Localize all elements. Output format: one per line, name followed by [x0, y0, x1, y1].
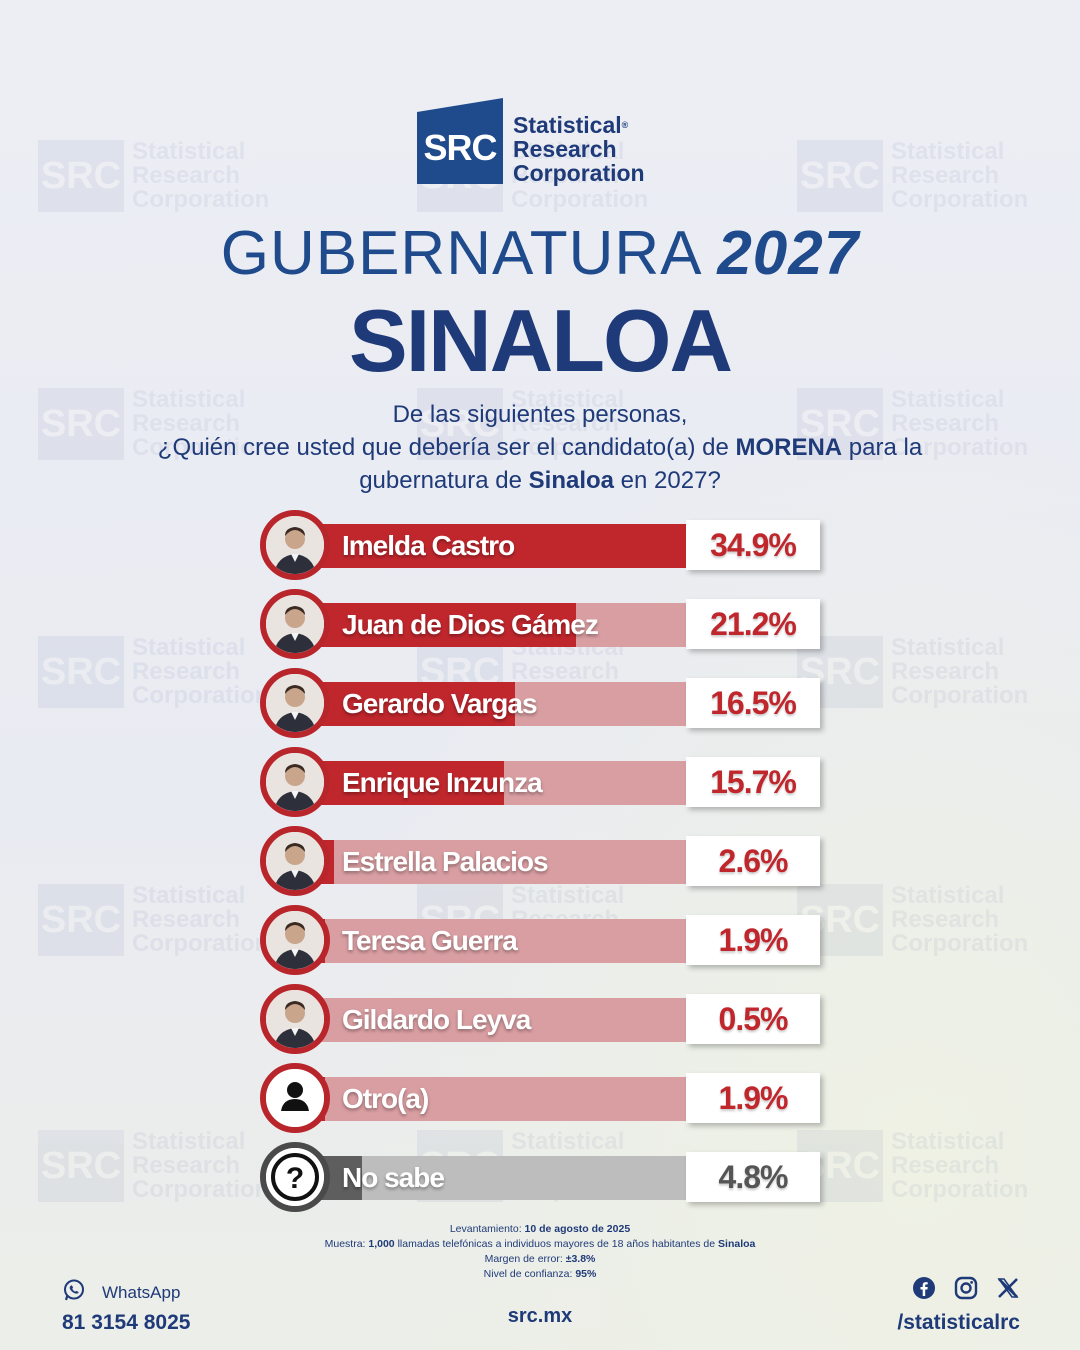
- methodology-note: Levantamiento: 10 de agosto de 2025 Mues…: [0, 1222, 1080, 1282]
- margin-of-error: Margen de error: ±3.8%: [484, 1253, 596, 1265]
- src-logo: SRC Statistical® Research Corporation: [417, 98, 667, 186]
- social-links: /statisticalrc: [897, 1276, 1020, 1335]
- bar-value-label: 34.9%: [710, 527, 797, 563]
- bar-fill: [300, 524, 754, 568]
- value-box: [686, 915, 820, 965]
- state-name: Sinaloa: [528, 467, 615, 494]
- bar-value-label: 16.5%: [710, 685, 797, 721]
- logo-line-1: Statistical: [513, 112, 622, 138]
- bar-value-label: 1.9%: [718, 922, 789, 958]
- logo-line-3: Corporation: [513, 160, 645, 186]
- question-line-3: gubernatura de Sinaloa en 2027?: [359, 467, 721, 494]
- survey-date: Levantamiento: 10 de agosto de 2025: [449, 1223, 631, 1235]
- bar-fill: [300, 761, 505, 805]
- confidence-level: Nivel de confianza: 95%: [483, 1268, 597, 1280]
- whatsapp-icon: [62, 1278, 86, 1307]
- logo-line-2: Research: [513, 136, 617, 162]
- bar-value-label: 21.2%: [710, 606, 797, 642]
- whatsapp-contact[interactable]: WhatsApp 81 3154 8025: [62, 1278, 190, 1335]
- value-box: [686, 599, 820, 649]
- person-photo-icon: [260, 747, 330, 817]
- bar-category-label: Teresa Guerra: [342, 925, 518, 956]
- bar-fill: [300, 682, 515, 726]
- logo-abbr: SRC: [423, 127, 497, 168]
- bar-category-label: Juan de Dios Gámez: [342, 609, 599, 640]
- page-title: GUBERNATURA 2027: [0, 218, 1080, 289]
- survey-question: De las siguientes personas, ¿Quién cree …: [100, 398, 980, 497]
- chart-bar-row: Estrella Palacios 2.6%: [260, 826, 822, 898]
- value-box: [686, 836, 820, 886]
- logo-wordmark: Statistical® Research Corporation: [513, 112, 645, 186]
- facebook-icon[interactable]: [912, 1276, 936, 1305]
- person-photo-icon: [260, 826, 330, 896]
- value-box: [686, 994, 820, 1044]
- bar-value-label: 4.8%: [718, 1159, 789, 1195]
- value-box: [686, 678, 820, 728]
- party-name: MORENA: [735, 434, 843, 461]
- person-photo-icon: [260, 668, 330, 738]
- bar-category-label: Gerardo Vargas: [342, 688, 538, 719]
- bar-category-label: No sabe: [342, 1162, 445, 1193]
- bar-value-label: 15.7%: [710, 764, 797, 800]
- question-line-1: De las siguientes personas,: [392, 401, 688, 428]
- state-title: SINALOA: [349, 291, 733, 390]
- whatsapp-label: WhatsApp: [102, 1282, 181, 1302]
- value-box: [686, 1152, 820, 1202]
- bar-category-label: Estrella Palacios: [342, 846, 549, 877]
- bar-value-label: 1.9%: [718, 1080, 789, 1116]
- chart-bar-row: Juan de Dios Gámez 21.2%: [260, 589, 822, 661]
- question-line-2: ¿Quién cree usted que debería ser el can…: [157, 434, 923, 461]
- title-year: 2027: [717, 219, 860, 288]
- value-box: [686, 520, 820, 570]
- bar-fill: [300, 603, 576, 647]
- chart-bar-row: Gerardo Vargas 16.5%: [260, 668, 822, 740]
- bar-value-label: 2.6%: [718, 843, 789, 879]
- person-photo-icon: [260, 589, 330, 659]
- social-handle[interactable]: /statisticalrc: [897, 1311, 1020, 1334]
- chart-bar-row: Enrique Inzunza 15.7%: [260, 747, 822, 819]
- person-photo-icon: [260, 510, 330, 580]
- chart-bar-row: Gildardo Leyva 0.5%: [260, 984, 822, 1056]
- logo-mark: [417, 98, 503, 184]
- person-photo-icon: [260, 984, 330, 1054]
- chart-bar-row: No sabe 4.8%?: [260, 1142, 822, 1214]
- person-photo-icon: [260, 905, 330, 975]
- question-mark-icon: ?: [260, 1142, 330, 1212]
- bar-category-label: Otro(a): [342, 1083, 429, 1114]
- bar-value-label: 0.5%: [718, 1001, 789, 1037]
- instagram-icon[interactable]: [954, 1276, 978, 1305]
- survey-sample: Muestra: 1,000 llamadas telefónicas a in…: [324, 1238, 756, 1250]
- website-link[interactable]: src.mx: [507, 1305, 573, 1327]
- person-silhouette-icon: [260, 1063, 330, 1133]
- value-box: [686, 757, 820, 807]
- x-icon[interactable]: [996, 1276, 1020, 1305]
- svg-text:?: ?: [286, 1162, 304, 1195]
- whatsapp-number[interactable]: 81 3154 8025: [62, 1311, 191, 1334]
- chart-bar-row: Teresa Guerra 1.9%: [260, 905, 822, 977]
- bar-category-label: Imelda Castro: [342, 530, 515, 561]
- title-text: GUBERNATURA: [220, 219, 700, 288]
- bar-category-label: Enrique Inzunza: [342, 767, 543, 798]
- chart-bar-row: Otro(a) 1.9%: [260, 1063, 822, 1135]
- bar-category-label: Gildardo Leyva: [342, 1004, 531, 1035]
- value-box: [686, 1073, 820, 1123]
- chart-bar-row: Imelda Castro 34.9%: [260, 510, 822, 582]
